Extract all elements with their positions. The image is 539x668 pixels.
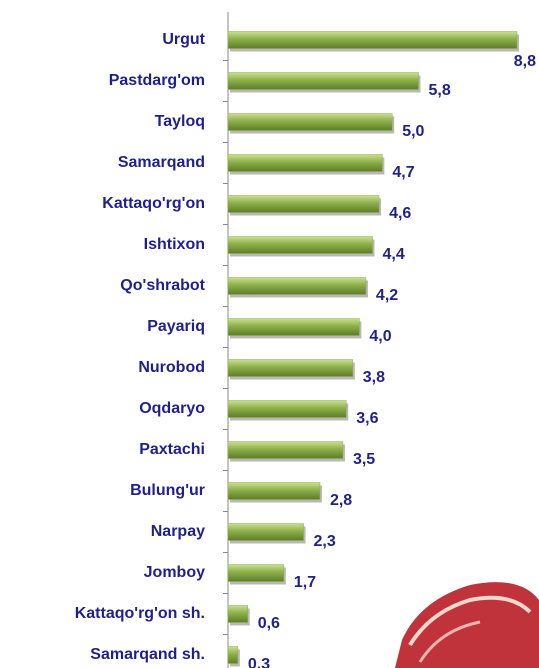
- category-label: Samarqand sh.: [90, 646, 205, 663]
- category-label: Ishtixon: [144, 236, 205, 253]
- value-label: 8,8: [514, 53, 536, 70]
- category-label: Oqdaryo: [139, 400, 205, 417]
- category-label: Kattaqo'rg'on: [102, 195, 205, 212]
- bar: [227, 113, 393, 131]
- category-label: Samarqand: [118, 154, 205, 171]
- bar: [227, 154, 383, 172]
- bar: [227, 564, 285, 582]
- value-label: 5,0: [402, 123, 424, 140]
- value-label: 4,4: [383, 246, 405, 263]
- value-label: 4,2: [376, 287, 398, 304]
- value-label: 2,8: [330, 492, 352, 509]
- bar: [227, 195, 380, 213]
- bar: [227, 72, 419, 90]
- category-label: Bulung'ur: [130, 482, 205, 499]
- meat-illustration: [395, 582, 539, 668]
- value-label: 4,7: [392, 164, 414, 181]
- category-label: Payariq: [147, 318, 205, 335]
- category-label: Urgut: [162, 31, 205, 48]
- bar: [227, 277, 367, 295]
- bar: [227, 482, 321, 500]
- value-label: 1,7: [294, 574, 316, 591]
- value-label: 0,6: [258, 615, 280, 632]
- category-label: Kattaqo'rg'on sh.: [75, 605, 205, 622]
- bar: [227, 605, 248, 623]
- bar: [227, 400, 347, 418]
- bar: [227, 359, 354, 377]
- bar: [227, 318, 360, 336]
- bar: [227, 646, 239, 664]
- category-label: Paxtachi: [139, 441, 205, 458]
- category-label: Narpay: [151, 523, 205, 540]
- category-label: Qo'shrabot: [120, 277, 205, 294]
- bar: [227, 441, 344, 459]
- value-label: 3,6: [356, 410, 378, 427]
- bar: [227, 523, 304, 541]
- value-label: 4,6: [389, 205, 411, 222]
- bar: [227, 236, 373, 254]
- category-label: Nurobod: [138, 359, 205, 376]
- value-label: 2,3: [314, 533, 336, 550]
- value-label: 5,8: [428, 82, 450, 99]
- bar: [227, 31, 518, 49]
- category-label: Pastdarg'om: [109, 72, 205, 89]
- value-label: 3,5: [353, 451, 375, 468]
- category-label: Tayloq: [155, 113, 205, 130]
- value-label: 4,0: [369, 328, 391, 345]
- category-label: Jomboy: [144, 564, 205, 581]
- value-label: 3,8: [363, 369, 385, 386]
- value-label: 0,3: [248, 656, 270, 668]
